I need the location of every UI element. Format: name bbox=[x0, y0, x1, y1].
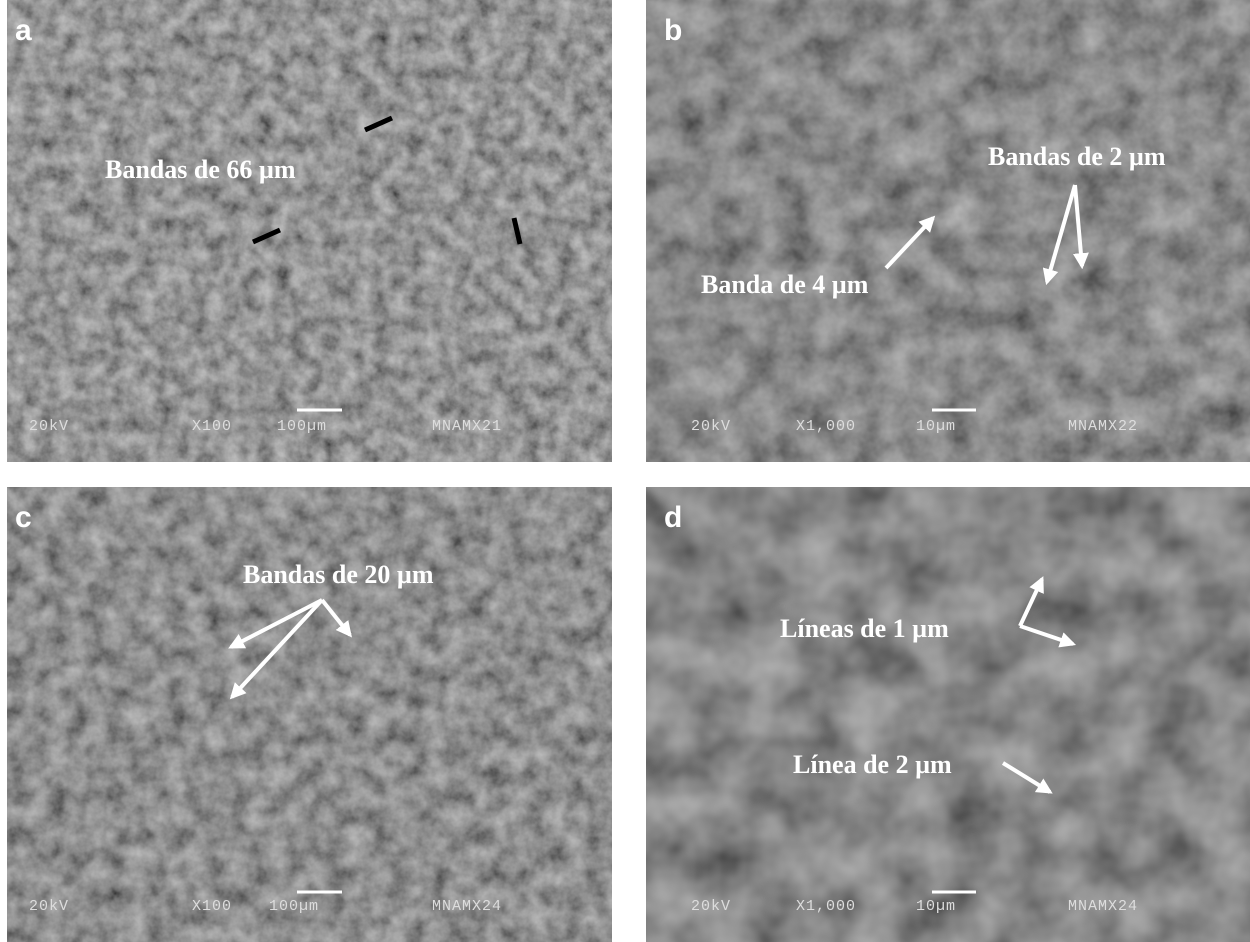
info: MNAMX21 bbox=[432, 418, 502, 435]
annotation: Líneas de 1 µm bbox=[780, 614, 949, 643]
micrograph bbox=[7, 0, 612, 462]
annotation: Banda de 4 µm bbox=[701, 270, 869, 299]
info: MNAMX22 bbox=[1068, 418, 1138, 435]
panel-label: b bbox=[664, 14, 682, 47]
panel-d: d Líneas de 1 µm Línea de 2 µm 20kV X1,0… bbox=[646, 487, 1250, 942]
panel-label: a bbox=[15, 14, 32, 47]
info: X100 bbox=[192, 898, 232, 915]
info: 10µm bbox=[916, 898, 956, 915]
info: X100 bbox=[192, 418, 232, 435]
info: X1,000 bbox=[796, 418, 856, 435]
info: 100µm bbox=[269, 898, 319, 915]
info: 20kV bbox=[691, 898, 731, 915]
info: X1,000 bbox=[796, 898, 856, 915]
panel-label: c bbox=[15, 501, 32, 534]
micrograph bbox=[7, 487, 612, 942]
info: 10µm bbox=[916, 418, 956, 435]
panel-c: c Bandas de 20 µm 20kV X100 100µm MNAMX2… bbox=[7, 487, 612, 942]
info: MNAMX24 bbox=[432, 898, 502, 915]
info: 20kV bbox=[29, 418, 69, 435]
annotation: Línea de 2 µm bbox=[793, 750, 952, 779]
info: 20kV bbox=[691, 418, 731, 435]
annotation: Bandas de 20 µm bbox=[243, 560, 434, 589]
info: MNAMX24 bbox=[1068, 898, 1138, 915]
panel-b: b Bandas de 2 µm Banda de 4 µm 20kV X1,0… bbox=[646, 0, 1250, 462]
micrograph bbox=[646, 487, 1250, 942]
panel-label: d bbox=[664, 501, 682, 534]
annotation: Bandas de 66 µm bbox=[105, 155, 296, 184]
info: 20kV bbox=[29, 898, 69, 915]
micrograph bbox=[646, 0, 1250, 462]
annotation: Bandas de 2 µm bbox=[988, 142, 1166, 171]
figure: a Bandas de 66 µm 20kV X100 100µm MNAMX2… bbox=[0, 0, 1250, 942]
panel-a: a Bandas de 66 µm 20kV X100 100µm MNAMX2… bbox=[7, 0, 612, 462]
info: 100µm bbox=[277, 418, 327, 435]
